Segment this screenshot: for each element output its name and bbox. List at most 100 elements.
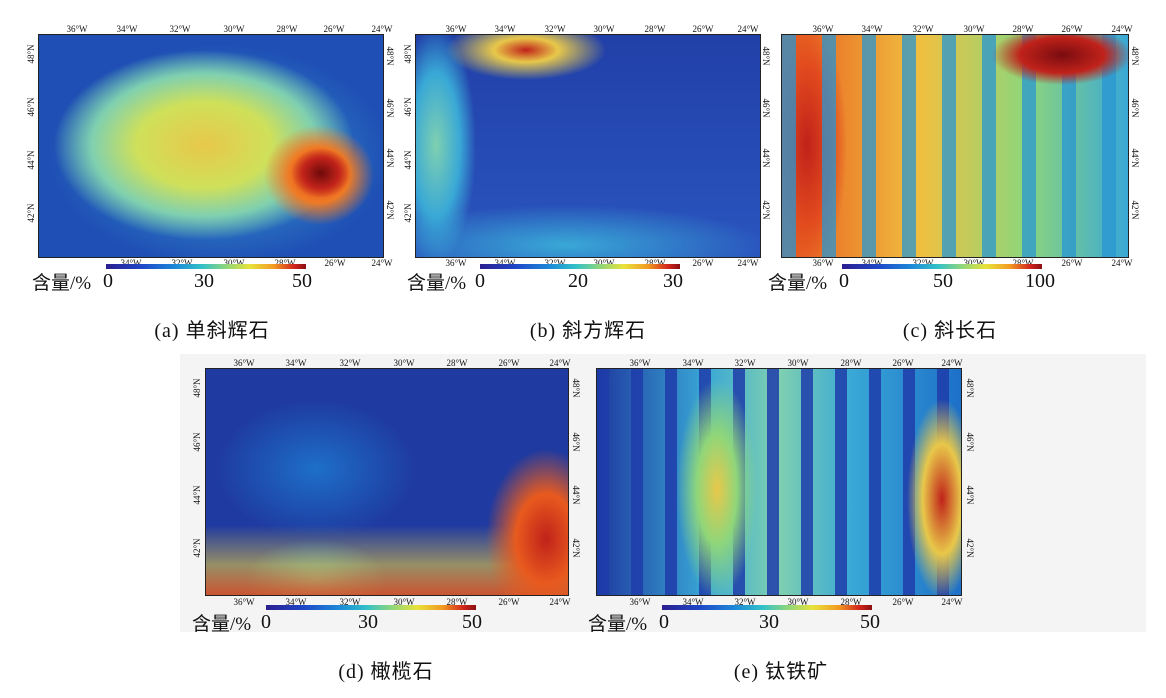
- colorbar-tick: 30: [759, 611, 779, 633]
- lon-tick: 36°W: [445, 258, 467, 268]
- lat-tick: 48°N: [1130, 46, 1140, 66]
- lon-tick: 24°W: [371, 24, 393, 34]
- lon-tick: 32°W: [169, 24, 191, 34]
- lat-tick: 42°N: [192, 538, 202, 558]
- lat-tick: 42°N: [571, 538, 581, 558]
- panel-caption: (a) 单斜辉石: [154, 320, 270, 342]
- lon-tick: 24°W: [737, 24, 759, 34]
- colorbar: [480, 264, 680, 269]
- lat-tick: 42°N: [385, 200, 395, 220]
- lon-tick: 30°W: [593, 258, 615, 268]
- colorbar-tick: 30: [194, 270, 214, 292]
- map-c: [781, 34, 1129, 258]
- lon-tick: 28°W: [446, 597, 468, 607]
- lon-tick: 36°W: [812, 24, 834, 34]
- lon-tick: 24°W: [941, 597, 963, 607]
- lon-tick: 24°W: [549, 597, 571, 607]
- lat-tick: 44°N: [965, 485, 975, 505]
- lat-tick: 46°N: [965, 432, 975, 452]
- lon-tick: 26°W: [692, 258, 714, 268]
- lat-tick: 42°N: [1130, 200, 1140, 220]
- colorbar-tick: 0: [261, 611, 271, 633]
- lat-tick: 44°N: [571, 485, 581, 505]
- lon-tick: 24°W: [1111, 258, 1133, 268]
- lon-tick: 34°W: [861, 258, 883, 268]
- colorbar-tick: 50: [292, 270, 312, 292]
- lat-tick: 44°N: [192, 485, 202, 505]
- lon-tick: 36°W: [445, 24, 467, 34]
- lon-tick: 30°W: [223, 258, 245, 268]
- colorbar-tick: 0: [839, 270, 849, 292]
- lon-tick: 28°W: [1012, 258, 1034, 268]
- panel-caption: (b) 斜方辉石: [529, 320, 647, 342]
- lat-tick: 42°N: [26, 203, 36, 223]
- lat-tick: 46°N: [26, 97, 36, 117]
- lon-tick: 36°W: [812, 258, 834, 268]
- lon-tick: 26°W: [1061, 258, 1083, 268]
- lon-tick: 32°W: [171, 258, 193, 268]
- lon-tick: 30°W: [963, 24, 985, 34]
- lon-tick: 30°W: [223, 24, 245, 34]
- lat-tick: 44°N: [1130, 148, 1140, 168]
- lon-tick: 24°W: [1111, 24, 1133, 34]
- lat-tick: 48°N: [761, 46, 771, 66]
- lat-tick: 42°N: [761, 200, 771, 220]
- lon-tick: 30°W: [963, 258, 985, 268]
- lat-tick: 48°N: [26, 44, 36, 64]
- lat-tick: 44°N: [385, 148, 395, 168]
- lat-tick: 44°N: [403, 150, 413, 170]
- lon-tick: 28°W: [644, 258, 666, 268]
- lon-tick: 26°W: [1061, 24, 1083, 34]
- lon-tick: 32°W: [544, 258, 566, 268]
- lon-tick: 32°W: [912, 258, 934, 268]
- lon-tick: 36°W: [629, 358, 651, 368]
- lat-tick: 46°N: [1130, 98, 1140, 118]
- panel-caption: (e) 钛铁矿: [733, 661, 829, 683]
- lat-tick: 42°N: [965, 538, 975, 558]
- lon-tick: 34°W: [494, 258, 516, 268]
- lon-tick: 34°W: [682, 358, 704, 368]
- panel-caption: (d) 橄榄石: [338, 661, 434, 683]
- lat-tick: 44°N: [26, 150, 36, 170]
- colorbar-tick: 30: [358, 611, 378, 633]
- lon-tick: 34°W: [285, 358, 307, 368]
- lon-tick: 30°W: [787, 358, 809, 368]
- legend-label: 含量/%: [32, 273, 92, 294]
- legend-label: 含量/%: [768, 273, 828, 294]
- colorbar-tick: 50: [462, 611, 482, 633]
- lon-tick: 34°W: [120, 258, 142, 268]
- lon-tick: 28°W: [276, 24, 298, 34]
- legend-label: 含量/%: [192, 614, 252, 635]
- lon-tick: 36°W: [233, 358, 255, 368]
- lon-tick: 28°W: [644, 24, 666, 34]
- lon-tick: 32°W: [339, 597, 361, 607]
- lon-tick: 30°W: [787, 597, 809, 607]
- lon-tick: 26°W: [892, 597, 914, 607]
- colorbar: [842, 264, 1042, 269]
- colorbar: [662, 605, 872, 610]
- colorbar-tick: 0: [103, 270, 113, 292]
- panel-caption: (c) 斜长石: [902, 320, 998, 342]
- lon-tick: 28°W: [1012, 24, 1034, 34]
- lon-tick: 36°W: [66, 24, 88, 34]
- lat-tick: 48°N: [403, 44, 413, 64]
- lon-tick: 28°W: [446, 358, 468, 368]
- lon-tick: 26°W: [692, 24, 714, 34]
- map-d: [205, 368, 569, 596]
- lon-tick: 30°W: [393, 597, 415, 607]
- lon-tick: 28°W: [840, 597, 862, 607]
- lon-tick: 32°W: [912, 24, 934, 34]
- lon-tick: 34°W: [682, 597, 704, 607]
- lon-tick: 32°W: [734, 358, 756, 368]
- lat-tick: 46°N: [192, 432, 202, 452]
- lat-tick: 46°N: [385, 98, 395, 118]
- lon-tick: 34°W: [285, 597, 307, 607]
- lat-tick: 42°N: [403, 203, 413, 223]
- lon-tick: 32°W: [734, 597, 756, 607]
- lat-tick: 48°N: [192, 378, 202, 398]
- lon-tick: 32°W: [544, 24, 566, 34]
- colorbar-tick: 30: [663, 270, 683, 292]
- colorbar-tick: 50: [933, 270, 953, 292]
- lon-tick: 30°W: [593, 24, 615, 34]
- lon-tick: 34°W: [116, 24, 138, 34]
